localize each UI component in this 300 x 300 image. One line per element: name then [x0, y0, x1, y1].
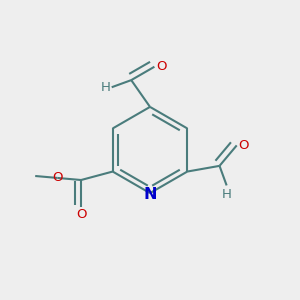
Text: O: O	[76, 208, 86, 221]
Text: O: O	[156, 60, 166, 73]
Text: O: O	[238, 139, 249, 152]
Text: O: O	[52, 171, 63, 184]
Text: N: N	[143, 187, 157, 202]
Text: H: H	[222, 188, 232, 201]
Text: H: H	[100, 81, 110, 94]
